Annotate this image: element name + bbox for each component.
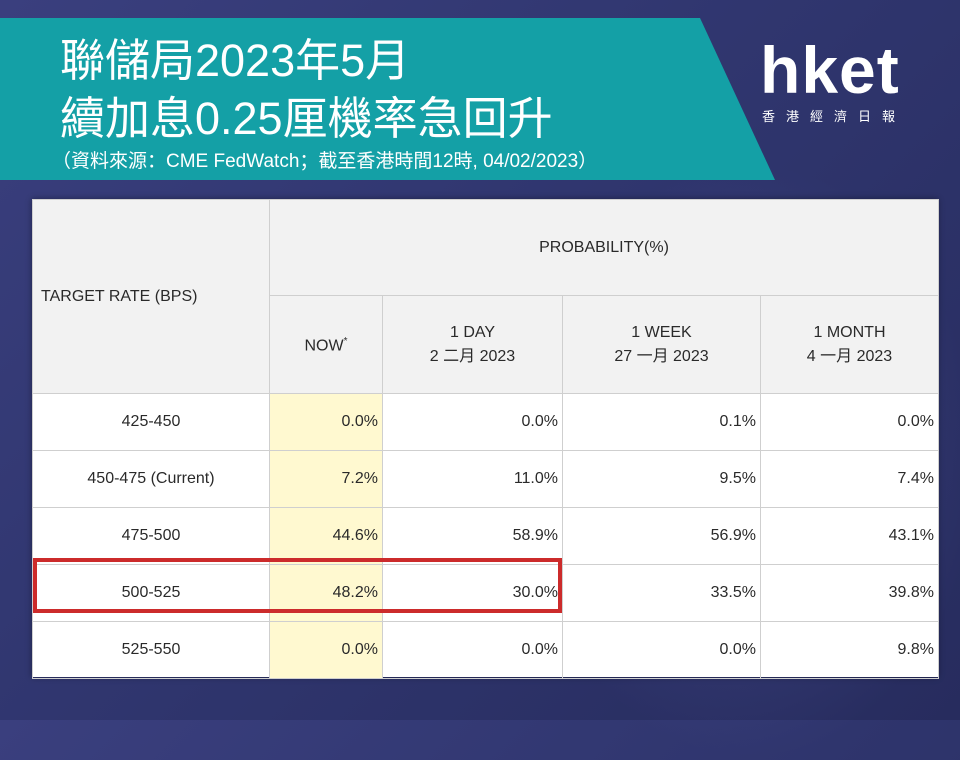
asterisk-mark: *: [343, 336, 348, 348]
probability-cell: 44.6%: [269, 507, 383, 565]
column-header-1-month: 1 MONTH 4 一月 2023: [760, 295, 939, 394]
source-note: （資料來源：CME FedWatch；截至香港時間12時, 04/02/2023…: [52, 151, 598, 172]
column-header-now-label: NOW: [304, 337, 344, 355]
table-row: 425-450 0.0% 0.0% 0.1% 0.0%: [32, 393, 939, 451]
target-rate-header: TARGET RATE (BPS): [32, 199, 270, 394]
probability-table: TARGET RATE (BPS) PROBABILITY(%) NOW* 1 …: [32, 199, 939, 679]
target-rate-cell: 425-450: [32, 393, 270, 451]
title-line-1: 聯儲局2023年5月: [60, 35, 411, 86]
target-rate-cell: 525-550: [32, 621, 270, 679]
probability-cell: 33.5%: [562, 564, 761, 622]
probability-cell: 0.0%: [269, 393, 383, 451]
title-banner: [0, 18, 775, 180]
probability-cell: 0.0%: [382, 393, 563, 451]
probability-table-panel: TARGET RATE (BPS) PROBABILITY(%) NOW* 1 …: [32, 199, 939, 679]
probability-cell: 7.4%: [760, 450, 939, 508]
probability-cell: 0.0%: [269, 621, 383, 679]
probability-cell: 56.9%: [562, 507, 761, 565]
probability-cell: 0.1%: [562, 393, 761, 451]
probability-cell: 30.0%: [382, 564, 563, 622]
probability-cell: 7.2%: [269, 450, 383, 508]
column-header-1-day: 1 DAY 2 二月 2023: [382, 295, 563, 394]
probability-cell: 0.0%: [382, 621, 563, 679]
probability-cell: 9.8%: [760, 621, 939, 679]
column-header-label: 1 WEEK: [631, 323, 692, 341]
column-header-date: 2 二月 2023: [429, 347, 516, 365]
probability-cell: 43.1%: [760, 507, 939, 565]
column-header-date: 27 一月 2023: [614, 347, 709, 365]
column-header-date: 4 一月 2023: [806, 347, 893, 365]
target-rate-cell: 500-525: [32, 564, 270, 622]
probability-header: PROBABILITY(%): [269, 199, 939, 296]
hket-logo: hket 香港經濟日報: [760, 33, 920, 128]
target-rate-cell: 450-475 (Current): [32, 450, 270, 508]
probability-cell: 0.0%: [760, 393, 939, 451]
title-line-2: 續加息0.25厘機率急回升: [60, 93, 553, 144]
probability-cell: 39.8%: [760, 564, 939, 622]
table-row: 450-475 (Current) 7.2% 11.0% 9.5% 7.4%: [32, 450, 939, 508]
probability-cell: 11.0%: [382, 450, 563, 508]
column-header-now: NOW*: [269, 295, 383, 394]
column-header-label: 1 MONTH: [813, 323, 886, 341]
table-row: 525-550 0.0% 0.0% 0.0% 9.8%: [32, 621, 939, 679]
probability-cell: 48.2%: [269, 564, 383, 622]
target-rate-cell: 475-500: [32, 507, 270, 565]
probability-cell: 0.0%: [562, 621, 761, 679]
column-header-1-week: 1 WEEK 27 一月 2023: [562, 295, 761, 394]
probability-cell: 9.5%: [562, 450, 761, 508]
table-row: 475-500 44.6% 58.9% 56.9% 43.1%: [32, 507, 939, 565]
logo-subtitle: 香港經濟日報: [762, 109, 907, 124]
table-row-highlighted: 500-525 48.2% 30.0% 33.5% 39.8%: [32, 564, 939, 622]
probability-cell: 58.9%: [382, 507, 563, 565]
column-header-label: 1 DAY: [449, 323, 496, 341]
logo-wordmark: hket: [760, 33, 900, 107]
